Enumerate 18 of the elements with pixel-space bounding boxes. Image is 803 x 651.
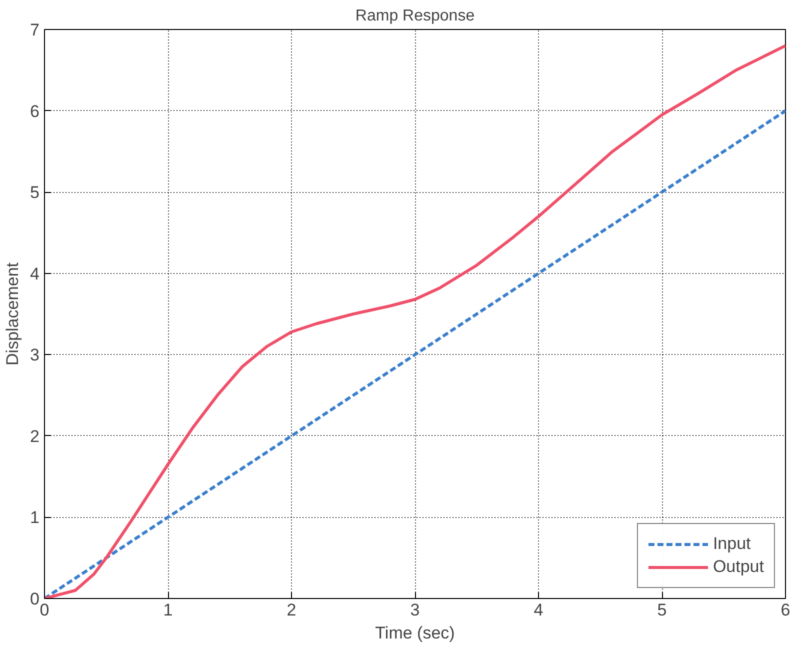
y-tick-label: 4 — [30, 264, 40, 284]
y-tick-label: 1 — [30, 508, 40, 528]
x-tick-label: 4 — [534, 600, 544, 620]
y-axis-title: Displacement — [3, 262, 22, 366]
x-tick-label: 2 — [286, 600, 296, 620]
y-tick-label: 2 — [30, 426, 40, 446]
legend-label: Input — [712, 534, 751, 554]
y-tick-label: 5 — [30, 183, 40, 202]
y-tick-label: 3 — [30, 346, 40, 365]
x-tick-label: 1 — [163, 600, 173, 620]
x-axis-title: Time (sec) — [375, 624, 455, 642]
y-tick-label: 7 — [30, 20, 40, 40]
x-tick-label: 3 — [410, 600, 420, 620]
y-tick-label: 6 — [30, 102, 40, 121]
x-tick-label: 6 — [780, 600, 790, 620]
chart-title: Ramp Response — [355, 8, 475, 24]
legend-label: Output — [712, 557, 764, 577]
x-tick-label: 5 — [657, 600, 667, 620]
